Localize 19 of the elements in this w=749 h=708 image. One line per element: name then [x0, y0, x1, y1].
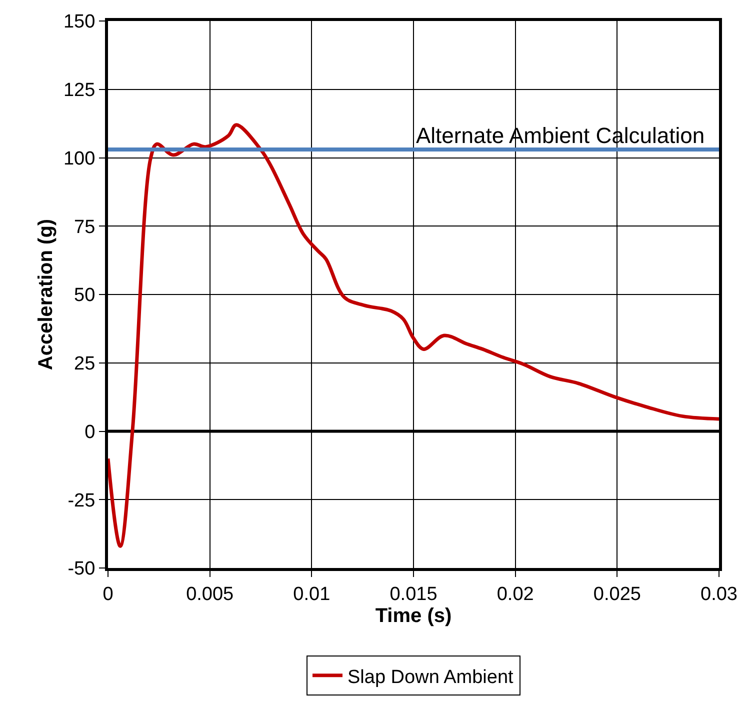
x-tick-label: 0.005 [186, 584, 234, 605]
y-tick-label: -50 [68, 558, 96, 580]
y-tick-label: 125 [63, 80, 96, 102]
x-tick-label: 0.02 [496, 584, 534, 605]
x-tick-label: 0.03 [700, 584, 738, 605]
x-tick-label: 0.025 [593, 584, 641, 605]
y-axis-title: Acceleration (g) [34, 218, 57, 370]
y-tick-label: 100 [63, 148, 96, 170]
y-tick-label: 75 [74, 216, 96, 238]
y-tick-label: 150 [63, 12, 96, 33]
x-axis-title: Time (s) [375, 604, 452, 627]
y-tick-label: 50 [74, 285, 96, 306]
legend-label: Slap Down Ambient [348, 666, 514, 688]
y-tick-label: 25 [74, 354, 96, 375]
y-tick-label: 0 [84, 422, 96, 443]
x-tick-label: 0.01 [293, 584, 330, 605]
x-tick-label: 0.015 [390, 584, 438, 605]
y-tick-label: -25 [68, 490, 96, 512]
x-tick-label: 0 [102, 584, 114, 605]
